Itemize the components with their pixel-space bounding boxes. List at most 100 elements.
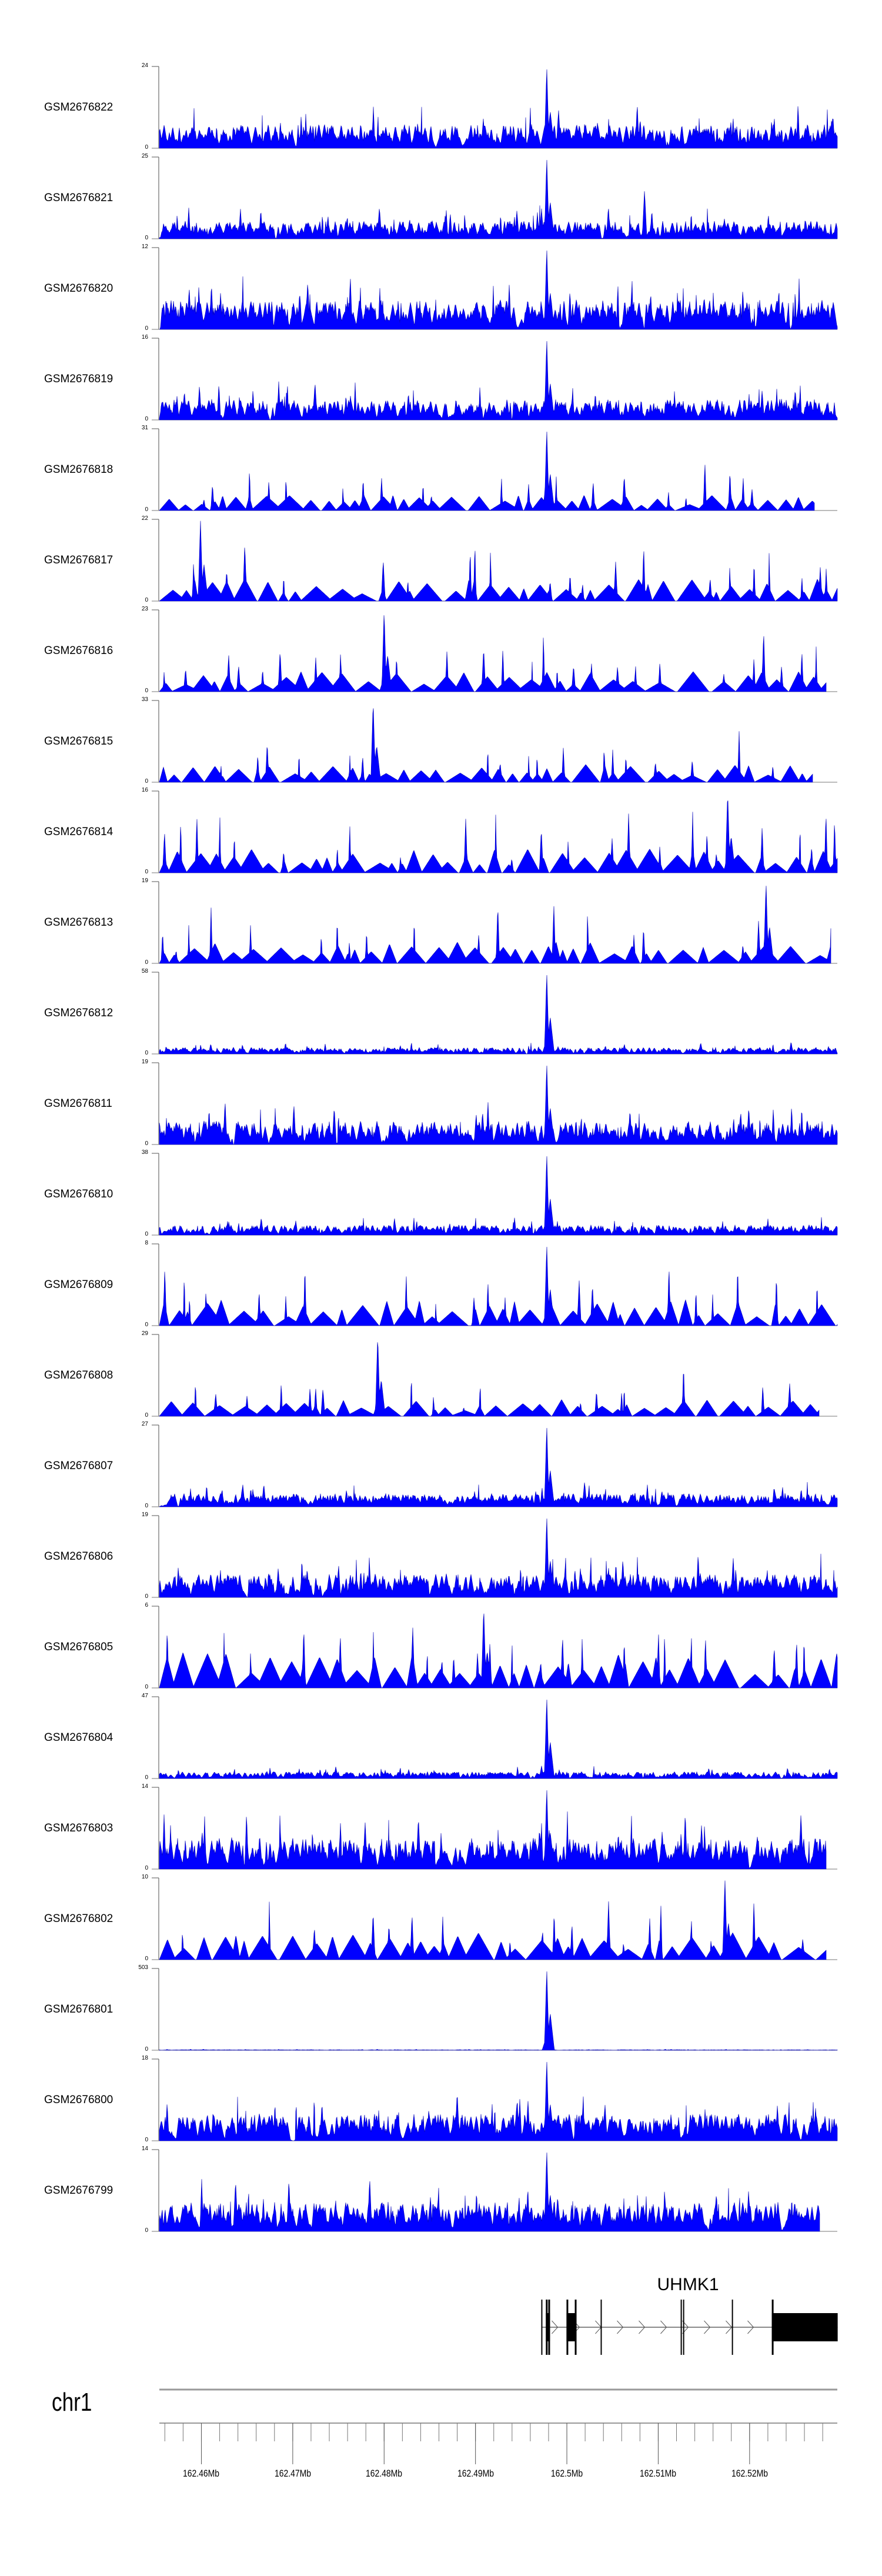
y-tick-label: 0: [145, 959, 148, 966]
coverage-area: [159, 800, 838, 873]
y-tick-label: 0: [145, 1503, 148, 1509]
x-tick-label: 162.52Mb: [731, 2468, 768, 2479]
y-tick-label: 0: [145, 1412, 148, 1419]
strand-arrow-icon: [747, 2320, 754, 2334]
chromosome-label: chr1: [52, 2388, 92, 2417]
y-tick-label: 19: [141, 877, 148, 884]
track-label: GSM2676814: [44, 825, 113, 838]
y-tick-label: 29: [141, 1330, 148, 1337]
y-tick-label: 16: [141, 334, 148, 341]
y-tick-label: 0: [145, 1684, 148, 1690]
coverage-area: [159, 886, 831, 964]
coverage-area: [159, 1613, 838, 1689]
coverage-area: [159, 520, 838, 602]
coverage-area: [159, 1971, 838, 2051]
track-label: GSM2676813: [44, 916, 113, 929]
y-tick-label: 58: [141, 968, 148, 975]
y-tick-label: 0: [145, 2046, 148, 2053]
coverage-area: [159, 69, 838, 149]
coverage-area: [159, 1065, 838, 1145]
track-label: GSM2676800: [44, 2093, 113, 2106]
y-tick-label: 0: [145, 2227, 148, 2234]
y-tick-label: 0: [145, 506, 148, 513]
y-tick-label: 0: [145, 416, 148, 422]
coverage-area: [159, 1790, 827, 1870]
y-tick-label: 6: [145, 1602, 148, 1609]
y-tick-label: 31: [141, 425, 148, 431]
strand-arrow-icon: [639, 2320, 646, 2334]
y-tick-label: 14: [141, 1783, 148, 1790]
coverage-area: [159, 1880, 827, 1960]
coverage-area: [159, 250, 838, 330]
coverage-area: [159, 2061, 838, 2141]
exon-edge: [546, 2300, 548, 2355]
strand-arrow-icon: [552, 2320, 559, 2334]
track-label: GSM2676810: [44, 1187, 113, 1200]
coverage-area: [159, 341, 838, 421]
y-tick-label: 38: [141, 1149, 148, 1156]
track-label: GSM2676811: [44, 1097, 112, 1110]
y-tick-label: 47: [141, 1693, 148, 1699]
track-label: GSM2676819: [44, 372, 113, 385]
y-tick-label: 0: [145, 1140, 148, 1147]
coverage-area: [159, 431, 815, 511]
exon: [683, 2300, 684, 2355]
coverage-area: [159, 1427, 838, 1507]
x-tick-label: 162.5Mb: [550, 2468, 583, 2479]
strand-arrow-icon: [704, 2320, 711, 2334]
y-tick-label: 33: [141, 696, 148, 703]
exon: [680, 2300, 682, 2355]
y-tick-label: 19: [141, 1511, 148, 1518]
track-label: GSM2676809: [44, 1278, 113, 1291]
track-label: GSM2676799: [44, 2184, 113, 2197]
y-tick-label: 18: [141, 2055, 148, 2061]
coverage-tracks: GSM2676822 24 0 GSM2676821 25 0 GSM2676820 12 0 G…: [44, 62, 838, 2234]
y-tick-label: 12: [141, 243, 148, 250]
y-tick-label: 25: [141, 153, 148, 159]
track-label: GSM2676815: [44, 735, 113, 748]
exon: [541, 2300, 543, 2355]
y-tick-label: 27: [141, 1421, 148, 1427]
coverage-area: [159, 2152, 820, 2232]
y-tick-label: 10: [141, 1874, 148, 1880]
y-tick-label: 0: [145, 325, 148, 332]
gene-name-label: UHMK1: [657, 2275, 719, 2294]
y-tick-label: 0: [145, 1050, 148, 1056]
y-tick-label: 0: [145, 1956, 148, 1962]
coverage-area: [159, 159, 838, 239]
y-tick-label: 14: [141, 2145, 148, 2152]
tracks-svg: [152, 66, 838, 2232]
y-tick-label: 0: [145, 1774, 148, 1781]
exon: [771, 2313, 838, 2341]
y-tick-label: 0: [145, 778, 148, 785]
track-label: GSM2676812: [44, 1006, 113, 1019]
track-label: GSM2676818: [44, 463, 113, 476]
x-tick-label: 162.49Mb: [457, 2468, 494, 2479]
track-label: GSM2676801: [44, 2003, 113, 2016]
strand-arrow-icon: [660, 2320, 667, 2334]
y-tick-label: 0: [145, 1593, 148, 1600]
coverage-area: [159, 708, 813, 783]
y-tick-label: 0: [145, 597, 148, 603]
track-label: GSM2676807: [44, 1459, 113, 1472]
y-tick-label: 0: [145, 235, 148, 241]
y-tick-label: 503: [138, 1964, 148, 1971]
strand-arrow-icon: [682, 2320, 689, 2334]
exon: [546, 2313, 550, 2341]
x-tick-label: 162.51Mb: [640, 2468, 677, 2479]
track-label: GSM2676820: [44, 282, 113, 295]
exon-edge: [574, 2300, 577, 2355]
exon-edge: [548, 2300, 550, 2355]
coverage-area: [159, 975, 838, 1055]
y-tick-label: 0: [145, 144, 148, 151]
exon: [731, 2300, 733, 2355]
coverage-area: [159, 1518, 838, 1598]
coverage-area: [159, 1699, 838, 1779]
coverage-area: [159, 1156, 838, 1236]
track-label: GSM2676822: [44, 101, 113, 114]
y-tick-label: 0: [145, 1322, 148, 1328]
y-tick-label: 23: [141, 606, 148, 612]
y-tick-label: 22: [141, 515, 148, 522]
y-tick-label: 19: [141, 1059, 148, 1065]
y-tick-label: 0: [145, 1231, 148, 1237]
